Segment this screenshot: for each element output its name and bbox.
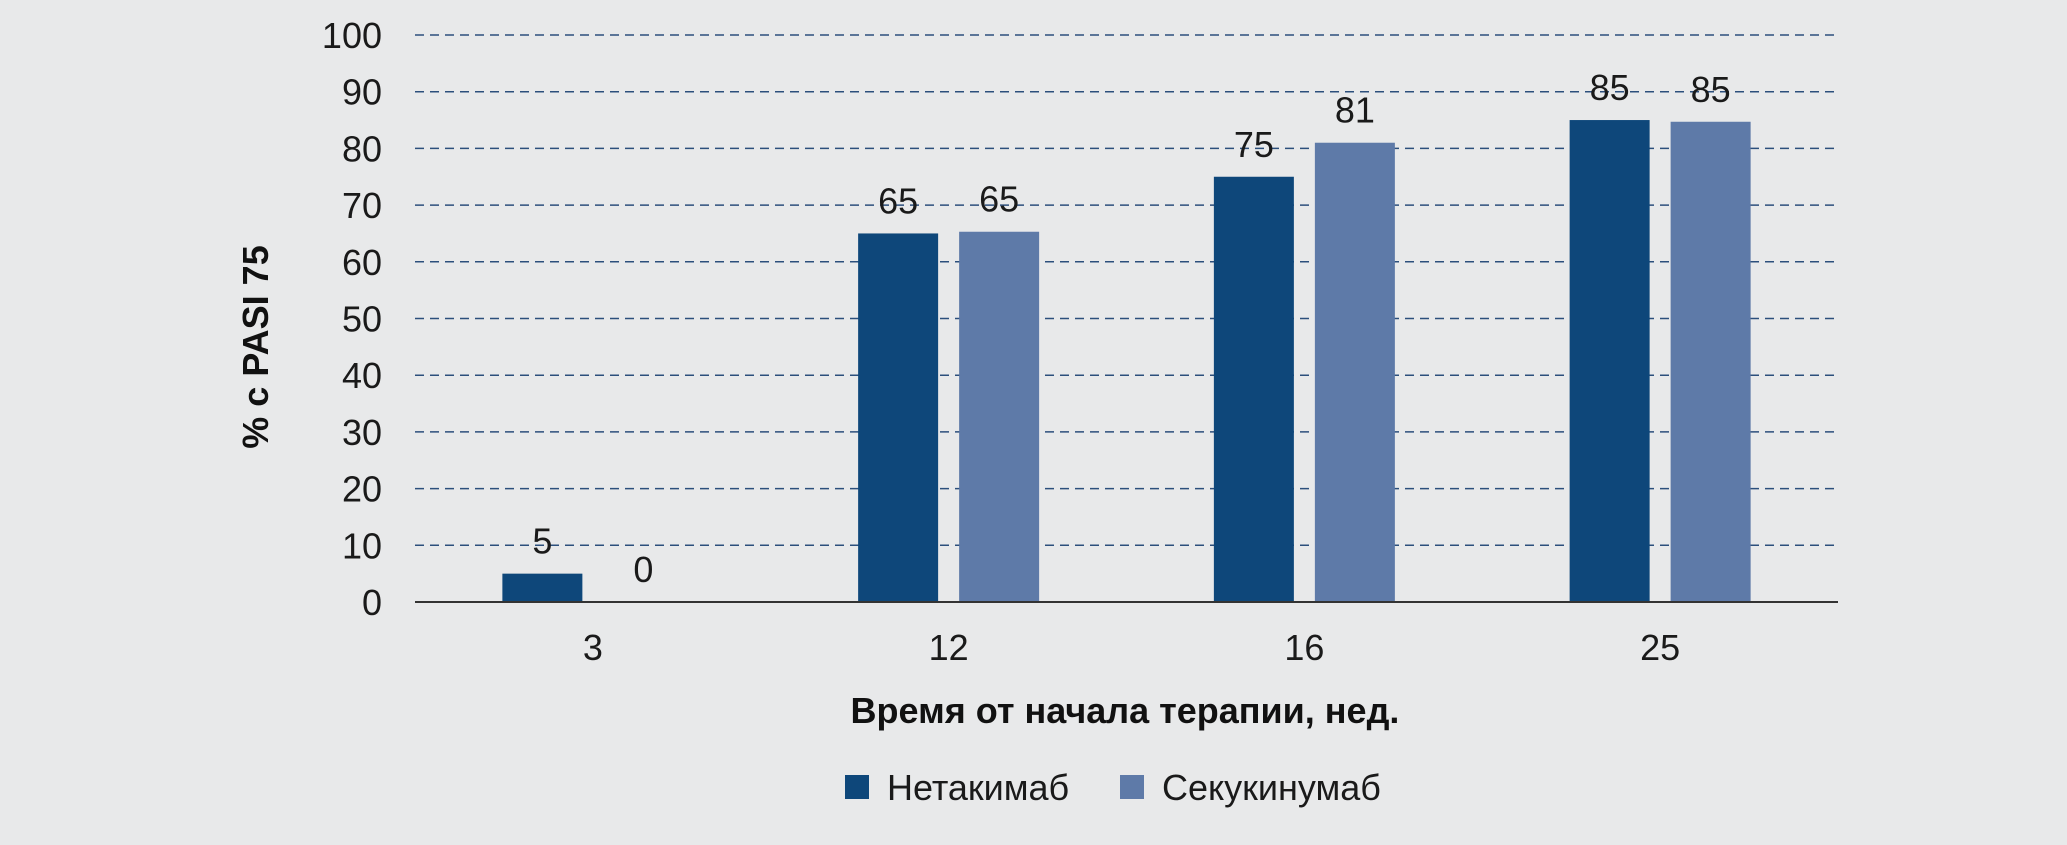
- bar-secukinumab-week-12: [959, 231, 1040, 602]
- bar-netakimab-week-12: [858, 233, 939, 602]
- data-labels: 5 0 65 65 75 81 85 85: [532, 67, 1730, 590]
- legend-swatch-netakimab: [845, 775, 869, 799]
- y-tick-label: 40: [342, 355, 382, 396]
- data-label: 85: [1590, 67, 1630, 108]
- x-tick-label: 16: [1284, 627, 1324, 668]
- y-tick-label: 80: [342, 128, 382, 169]
- bar-netakimab-week-3: [502, 573, 583, 602]
- data-label: 75: [1234, 124, 1274, 165]
- y-tick-label: 90: [342, 72, 382, 113]
- y-tick-label: 10: [342, 525, 382, 566]
- data-label: 0: [633, 549, 653, 590]
- y-tick-label: 50: [342, 299, 382, 340]
- x-axis-title: Время от начала терапии, нед.: [851, 690, 1400, 731]
- data-label: 5: [532, 521, 552, 562]
- y-tick-label: 0: [362, 582, 382, 623]
- bar-secukinumab-week-16: [1314, 142, 1395, 603]
- bar-netakimab-week-16: [1213, 176, 1294, 602]
- legend: Нетакимаб Секукинумаб: [845, 767, 1381, 808]
- data-label: 65: [878, 180, 918, 221]
- legend-label-secukinumab: Секукинумаб: [1162, 767, 1381, 808]
- y-tick-label: 60: [342, 242, 382, 283]
- y-tick-label: 30: [342, 412, 382, 453]
- data-label: 81: [1335, 90, 1375, 131]
- x-tick-label: 25: [1640, 627, 1680, 668]
- bar-netakimab-week-25: [1569, 120, 1650, 603]
- x-tick-label: 3: [583, 627, 603, 668]
- y-axis-ticks: 0 10 20 30 40 50 60 70 80 90 100: [322, 15, 382, 623]
- bar-secukinumab-week-25: [1670, 121, 1751, 602]
- data-label: 65: [979, 179, 1019, 220]
- y-tick-label: 20: [342, 469, 382, 510]
- y-tick-label: 70: [342, 185, 382, 226]
- y-axis-title: % с PASI 75: [235, 245, 276, 448]
- legend-label-netakimab: Нетакимаб: [887, 767, 1069, 808]
- data-label: 85: [1691, 69, 1731, 110]
- x-tick-label: 12: [929, 627, 969, 668]
- legend-swatch-secukinumab: [1120, 775, 1144, 799]
- x-axis-ticks: 3 12 16 25: [583, 627, 1680, 668]
- y-tick-label: 100: [322, 15, 382, 56]
- bars: [502, 120, 1751, 603]
